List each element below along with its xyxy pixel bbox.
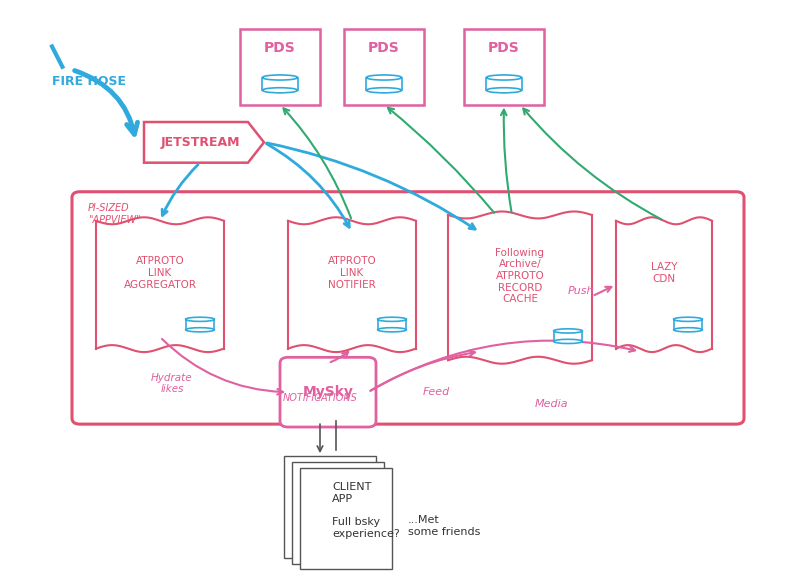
Bar [554,329,582,342]
Text: LAZY
CDN: LAZY CDN [650,262,678,284]
Text: PDS: PDS [368,41,400,55]
Bar [674,317,702,330]
Polygon shape [144,122,264,163]
Bar [344,29,424,105]
Text: PDS: PDS [488,41,520,55]
Ellipse shape [486,88,522,93]
Ellipse shape [378,317,406,321]
Ellipse shape [554,339,582,343]
Ellipse shape [186,317,214,321]
Bar [554,331,582,342]
Text: ATPROTO
LINK
NOTIFIER: ATPROTO LINK NOTIFIER [328,256,376,290]
Text: JETSTREAM: JETSTREAM [160,136,240,149]
Bar [262,75,298,90]
Text: Following
Archive/
ATPROTO
RECORD
CACHE: Following Archive/ ATPROTO RECORD CACHE [495,248,545,304]
Ellipse shape [378,328,406,332]
Bar [378,320,406,330]
Text: PDS: PDS [264,41,296,55]
Text: FIRE HOSE: FIRE HOSE [52,75,126,88]
Bar [186,317,214,330]
Bar [284,456,376,558]
Bar [378,317,406,330]
Ellipse shape [674,328,702,332]
Bar [464,29,544,105]
Text: Push: Push [567,285,594,296]
FancyBboxPatch shape [72,192,744,424]
Text: Hydrate
likes: Hydrate likes [151,372,193,394]
Bar [292,462,384,564]
Bar [486,77,522,90]
Text: NOTIFICATIONS: NOTIFICATIONS [282,393,358,403]
FancyBboxPatch shape [280,357,376,427]
Ellipse shape [674,317,702,321]
Ellipse shape [554,329,582,333]
Text: ATPROTO
LINK
AGGREGATOR: ATPROTO LINK AGGREGATOR [123,256,197,290]
Ellipse shape [486,75,522,80]
Text: ...Met
some friends: ...Met some friends [408,515,480,537]
Ellipse shape [366,75,402,80]
Bar [240,29,320,105]
Ellipse shape [186,328,214,332]
Ellipse shape [262,88,298,93]
Bar [186,320,214,330]
Ellipse shape [262,75,298,80]
Text: PI-SIZED
"APPVIEW": PI-SIZED "APPVIEW" [88,203,141,225]
Bar [674,320,702,330]
Text: Media: Media [535,399,569,409]
Text: CLIENT
APP

Full bsky
experience?: CLIENT APP Full bsky experience? [332,482,400,539]
Bar [262,77,298,90]
Ellipse shape [366,88,402,93]
Bar [366,77,402,90]
Text: MySky: MySky [302,385,354,399]
Bar [300,468,392,569]
Text: Feed: Feed [422,387,450,397]
Bar [486,75,522,90]
Bar [366,75,402,90]
